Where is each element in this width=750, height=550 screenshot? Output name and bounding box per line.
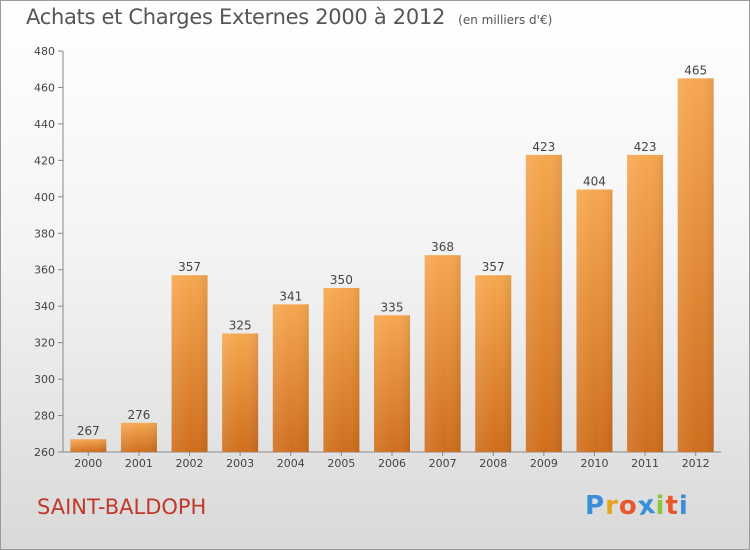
y-tick-label: 460 <box>34 81 55 94</box>
x-tick-label: 2010 <box>580 457 608 470</box>
logo-letter: t <box>665 491 679 521</box>
y-tick-label: 480 <box>34 45 55 58</box>
bar-value-label: 465 <box>684 63 707 77</box>
bar-value-label: 423 <box>532 140 555 154</box>
y-tick-label: 340 <box>34 300 55 313</box>
bar-shine <box>525 154 562 453</box>
city-name: SAINT-BALDOPH <box>37 495 207 519</box>
bar-value-label: 341 <box>279 289 302 303</box>
y-tick-label: 280 <box>34 410 55 423</box>
x-tick-label: 2011 <box>631 457 659 470</box>
x-tick-label: 2003 <box>226 457 254 470</box>
y-tick-label: 260 <box>34 446 55 459</box>
x-tick-label: 2001 <box>125 457 153 470</box>
x-tick-label: 2007 <box>429 457 457 470</box>
bar-shine <box>374 315 410 452</box>
bar-value-label: 350 <box>330 273 353 287</box>
bar-shine <box>272 304 309 452</box>
x-tick-label: 2009 <box>530 457 558 470</box>
logo-letter: o <box>618 491 638 521</box>
x-tick-label: 2005 <box>327 457 355 470</box>
bar-shine <box>70 439 107 452</box>
chart-axes: 260 280 300 320 340 360 380 400 420 440 460 480 <box>34 45 721 459</box>
bar-shine <box>475 275 512 452</box>
bar-shine <box>171 275 208 452</box>
logo-letter: P <box>585 491 606 521</box>
bar-shine <box>627 154 664 453</box>
bar-shine <box>677 78 714 452</box>
chart-labels: 267 2000 276 2001 357 2002 325 2003 341 2004 350 20… <box>74 63 709 470</box>
y-tick-label: 320 <box>34 337 55 350</box>
bar-value-label: 368 <box>431 240 454 254</box>
logo-letter: i <box>678 491 689 521</box>
bar-shine <box>576 189 613 452</box>
bar-value-label: 325 <box>229 319 252 333</box>
y-tick-label: 400 <box>34 191 55 204</box>
bar-value-label: 276 <box>127 408 150 422</box>
y-tick-label: 420 <box>34 154 55 167</box>
bar-value-label: 357 <box>482 260 505 274</box>
bar-shine <box>424 255 461 452</box>
title-text: Achats et Charges Externes 2000 à 2012 <box>26 5 446 29</box>
x-tick-label: 2002 <box>176 457 204 470</box>
y-tick-label: 300 <box>34 373 55 386</box>
logo-letter: r <box>605 491 619 521</box>
bar-shine <box>222 333 259 452</box>
x-tick-label: 2006 <box>378 457 406 470</box>
x-tick-label: 2012 <box>682 457 710 470</box>
x-tick-label: 2004 <box>277 457 305 470</box>
bar-shine <box>323 287 360 452</box>
logo-letter: i <box>655 491 666 521</box>
bar-value-label: 357 <box>178 260 201 274</box>
chart-title: Achats et Charges Externes 2000 à 2012 (… <box>26 5 552 29</box>
title-unit: (en milliers d'€) <box>458 13 553 27</box>
x-tick-label: 2000 <box>74 457 102 470</box>
bar-value-label: 423 <box>634 140 657 154</box>
proxiti-logo: Proxiti <box>585 489 689 523</box>
y-tick-label: 440 <box>34 118 55 131</box>
bar-value-label: 404 <box>583 175 606 189</box>
bar-value-label: 267 <box>77 424 100 438</box>
y-tick-label: 380 <box>34 227 55 240</box>
x-tick-label: 2008 <box>479 457 507 470</box>
logo-letter: x <box>635 489 658 523</box>
bar-shine <box>120 422 157 452</box>
y-tick-label: 360 <box>34 264 55 277</box>
chart-bars <box>70 78 714 453</box>
bar-value-label: 335 <box>381 300 404 314</box>
